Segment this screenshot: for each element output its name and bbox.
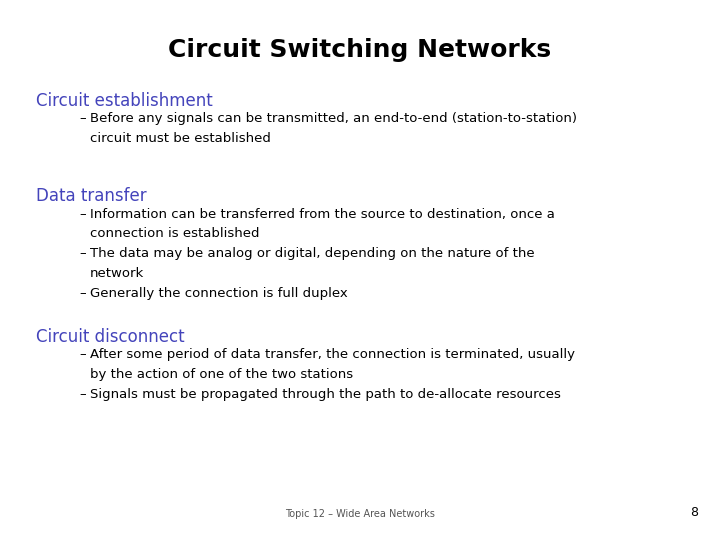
Text: After some period of data transfer, the connection is terminated, usually: After some period of data transfer, the … <box>90 348 575 361</box>
Text: by the action of one of the two stations: by the action of one of the two stations <box>90 368 353 381</box>
Text: Circuit establishment: Circuit establishment <box>36 92 212 110</box>
Text: Topic 12 – Wide Area Networks: Topic 12 – Wide Area Networks <box>285 509 435 519</box>
Text: –: – <box>79 247 86 260</box>
Text: Data transfer: Data transfer <box>36 187 147 205</box>
Text: –: – <box>79 348 86 361</box>
Text: –: – <box>79 208 86 221</box>
Text: –: – <box>79 287 86 300</box>
Text: Generally the connection is full duplex: Generally the connection is full duplex <box>90 287 348 300</box>
Text: Circuit Switching Networks: Circuit Switching Networks <box>168 38 552 62</box>
Text: Before any signals can be transmitted, an end-to-end (station-to-station): Before any signals can be transmitted, a… <box>90 112 577 125</box>
Text: The data may be analog or digital, depending on the nature of the: The data may be analog or digital, depen… <box>90 247 535 260</box>
Text: Information can be transferred from the source to destination, once a: Information can be transferred from the … <box>90 208 555 221</box>
Text: –: – <box>79 112 86 125</box>
Text: Circuit disconnect: Circuit disconnect <box>36 328 184 346</box>
Text: –: – <box>79 388 86 401</box>
Text: connection is established: connection is established <box>90 227 259 240</box>
Text: Signals must be propagated through the path to de-allocate resources: Signals must be propagated through the p… <box>90 388 561 401</box>
Text: 8: 8 <box>690 507 698 519</box>
Text: network: network <box>90 267 144 280</box>
Text: circuit must be established: circuit must be established <box>90 132 271 145</box>
